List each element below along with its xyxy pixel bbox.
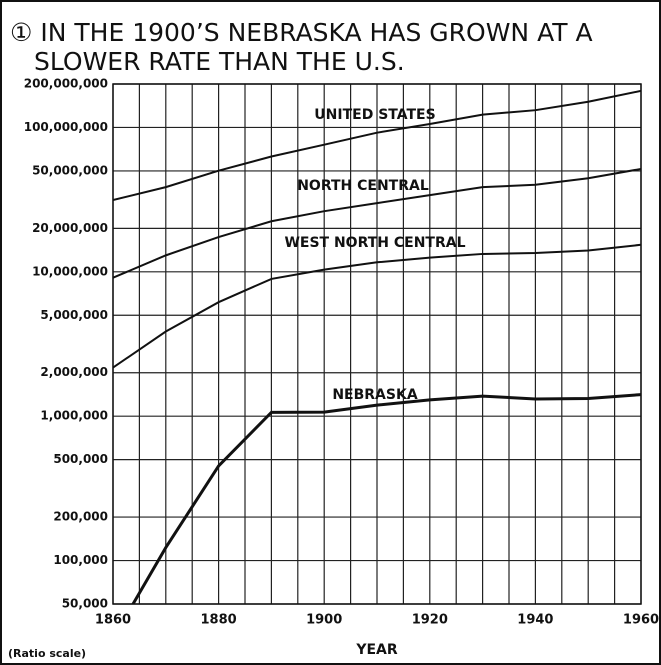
x-tick-label: 1860: [95, 613, 131, 628]
y-tick-label: 200,000,000: [24, 77, 108, 91]
x-tick-label: 1940: [517, 613, 553, 628]
series-line: [113, 243, 641, 369]
x-axis-label: YEAR: [355, 642, 398, 658]
series-label: UNITED STATES: [314, 107, 435, 123]
series-label: NEBRASKA: [332, 387, 417, 403]
y-tick-label: 5,000,000: [40, 308, 108, 322]
y-tick-label: 20,000,000: [32, 221, 108, 235]
series-line: [113, 89, 641, 202]
series-line: [113, 167, 641, 279]
x-tick-label: 1880: [201, 613, 237, 628]
scale-note: (Ratio scale): [8, 647, 86, 660]
chart-title-line: ① IN THE 1900’S NEBRASKA HAS GROWN AT A: [10, 18, 593, 47]
y-tick-label: 50,000,000: [32, 163, 108, 177]
series-label: NORTH CENTRAL: [297, 178, 429, 194]
y-tick-label: 200,000: [53, 510, 108, 524]
y-tick-label: 100,000,000: [24, 120, 108, 134]
y-tick-label: 100,000: [53, 553, 108, 567]
x-tick-label: 1900: [306, 613, 342, 628]
y-tick-label: 500,000: [53, 452, 108, 466]
y-tick-label: 2,000,000: [40, 365, 108, 379]
y-tick-label: 10,000,000: [32, 264, 108, 278]
y-tick-label: 50,000: [62, 597, 108, 611]
x-tick-label: 1920: [412, 613, 448, 628]
x-tick-label: 1960: [623, 613, 659, 628]
plot-border: [112, 83, 642, 605]
y-tick-label: 1,000,000: [40, 409, 108, 423]
series-label: WEST NORTH CENTRAL: [284, 235, 465, 251]
series-line: [131, 393, 641, 604]
chart-title-line: SLOWER RATE THAN THE U.S.: [34, 47, 405, 76]
